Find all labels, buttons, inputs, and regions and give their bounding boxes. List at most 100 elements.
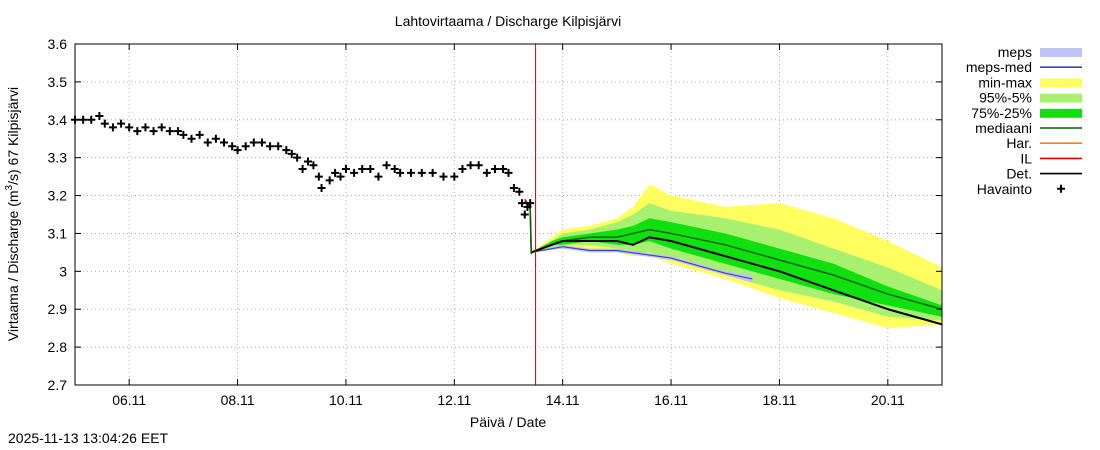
x-tick-label: 08.11 — [221, 392, 255, 408]
x-tick-label: 20.11 — [871, 392, 905, 408]
observation-point — [298, 165, 307, 174]
legend-label: Det. — [1006, 166, 1032, 182]
observation-point — [490, 165, 499, 174]
y-axis-label: Virtaama / Discharge (m3/s) 67 Kilpisjär… — [4, 87, 21, 341]
observation-point — [314, 172, 323, 181]
observation-point — [374, 172, 383, 181]
observation-point — [518, 199, 527, 208]
observation-point — [266, 142, 275, 151]
det-line — [530, 236, 943, 326]
observation-point — [293, 153, 302, 162]
meps-median-line — [531, 246, 753, 280]
observation-point — [482, 168, 491, 177]
legend-swatch — [1040, 108, 1082, 118]
observation-point — [520, 210, 529, 219]
x-tick-label: 10.11 — [329, 392, 363, 408]
observation-point — [87, 115, 96, 124]
y-tick-label: 3.4 — [48, 112, 68, 128]
x-tick-label: 12.11 — [437, 392, 471, 408]
y-tick-label: 3.5 — [48, 74, 68, 90]
observation-point — [257, 138, 266, 147]
y-tick-label: 3 — [59, 263, 67, 279]
observation-point — [149, 127, 158, 136]
y-tick-label: 3.1 — [48, 225, 68, 241]
y-axis-label-prefix: Virtaama / Discharge (m — [5, 190, 21, 341]
observation-point — [287, 149, 296, 158]
observation-point — [211, 134, 220, 143]
observation-point — [341, 165, 350, 174]
observation-point — [179, 130, 188, 139]
observation-point — [95, 111, 104, 120]
observation-point — [428, 168, 437, 177]
observation-point — [331, 168, 340, 177]
observation-point — [458, 165, 467, 174]
legend-label: meps-med — [966, 59, 1032, 75]
observation-point — [228, 142, 237, 151]
plot-frame — [74, 43, 943, 386]
observation-point — [165, 127, 174, 136]
y-axis-label-suffix: /s) 67 Kilpisjärvi — [5, 87, 21, 185]
observation-point — [304, 157, 313, 166]
observation-point — [466, 161, 475, 170]
observation-point — [233, 146, 242, 155]
legend: mepsmeps-medmin-max95%-5%75%-25%mediaani… — [966, 44, 1082, 197]
legend-label: min-max — [978, 74, 1032, 90]
observation-point — [358, 165, 367, 174]
observation-point — [133, 127, 142, 136]
observation-point — [100, 119, 109, 128]
legend-swatch — [1057, 184, 1065, 193]
x-tick-label: 06.11 — [112, 392, 146, 408]
observation-point — [396, 168, 405, 177]
observation-point — [450, 172, 459, 181]
observation-point — [509, 183, 518, 192]
observation-point — [390, 165, 399, 174]
legend-label: mediaani — [975, 120, 1032, 136]
observation-point — [157, 123, 166, 132]
y-tick-label: 3.3 — [48, 150, 68, 166]
legend-swatch — [1040, 48, 1082, 57]
legend-label: 95%-5% — [979, 90, 1032, 106]
timestamp: 2025-11-13 13:04:26 EET — [8, 430, 169, 446]
legend-label: 75%-25% — [971, 105, 1032, 121]
observation-point — [108, 123, 117, 132]
y-tick-label: 2.9 — [48, 301, 68, 317]
observation-point — [317, 183, 326, 192]
legend-label: meps — [998, 44, 1032, 60]
x-axis-label: Päivä / Date — [470, 414, 546, 430]
legend-label: Havainto — [977, 181, 1032, 197]
observation-point — [350, 168, 359, 177]
observation-point — [526, 199, 535, 208]
observation-point — [125, 123, 134, 132]
legend-label: IL — [1020, 150, 1032, 166]
chart-title: Lahtovirtaama / Discharge Kilpisjärvi — [395, 13, 621, 29]
observation-point — [366, 165, 375, 174]
observation-point — [406, 168, 415, 177]
observation-point — [382, 161, 391, 170]
y-tick-label: 2.8 — [48, 339, 68, 355]
observation-point — [187, 134, 196, 143]
observation-point — [141, 123, 150, 132]
x-tick-label: 14.11 — [546, 392, 580, 408]
observation-point — [195, 130, 204, 139]
observation-point — [336, 172, 345, 181]
legend-label: Har. — [1006, 135, 1032, 151]
y-tick-label: 3.6 — [48, 36, 68, 52]
observation-point — [417, 168, 426, 177]
observation-point — [117, 119, 126, 128]
x-tick-label: 18.11 — [762, 392, 796, 408]
observation-point — [173, 127, 182, 136]
observation-point — [241, 142, 250, 151]
observation-point — [439, 172, 448, 181]
observation-point — [474, 161, 483, 170]
axis-ticks: 2.7 2.8 2.9 3 3.1 3.2 3.3 3.4 3.5 3.6 06.11 08.11 10… — [48, 36, 942, 408]
observation-point — [274, 142, 283, 151]
observation-point — [249, 138, 258, 147]
observation-point — [203, 138, 212, 147]
observation-point — [499, 165, 508, 174]
observation-point — [309, 161, 318, 170]
legend-swatch — [1040, 78, 1082, 88]
legend-swatch — [1040, 93, 1082, 103]
x-tick-label: 16.11 — [654, 392, 688, 408]
observation-point — [515, 187, 524, 196]
